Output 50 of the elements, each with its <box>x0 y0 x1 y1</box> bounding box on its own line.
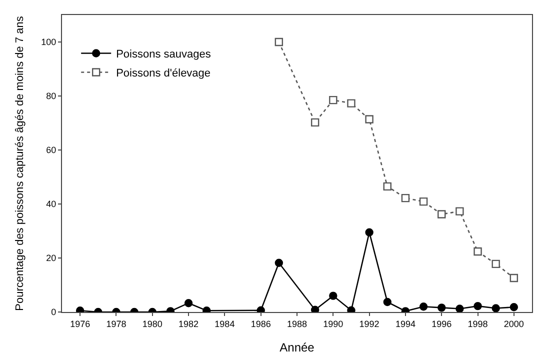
point <box>474 302 482 310</box>
point <box>456 207 464 216</box>
x-tick-label: 1988 <box>286 318 308 329</box>
y-tick-label: 40 <box>46 199 56 210</box>
y-tick-label: 60 <box>46 145 56 156</box>
point <box>256 306 265 312</box>
point <box>274 38 284 46</box>
legend-label: Poissons d'élevage <box>116 68 211 80</box>
point <box>347 306 356 312</box>
point <box>510 274 518 282</box>
x-tick-label: 1998 <box>468 318 488 329</box>
point <box>310 306 320 312</box>
x-tick-label: 2000 <box>504 318 524 329</box>
y-axis-title: Pourcentage des poissons capturés âgés de moins de 7 ans <box>14 16 26 311</box>
y-tick-label: 80 <box>46 91 56 102</box>
x-tick-label: 1992 <box>359 318 380 329</box>
x-tick-label: 1976 <box>70 318 90 329</box>
point <box>329 292 338 300</box>
x-tick-label: 1982 <box>178 318 199 329</box>
x-tick-label: 1984 <box>214 318 235 329</box>
point <box>383 182 392 191</box>
x-tick-label: 1978 <box>106 318 126 329</box>
y-tick-label: 100 <box>41 37 56 48</box>
point <box>310 118 320 127</box>
point <box>492 304 500 312</box>
x-tick-label: 1980 <box>142 318 162 329</box>
point <box>438 304 446 312</box>
y-tick-label: 0 <box>51 307 56 318</box>
point <box>329 96 338 104</box>
point <box>365 115 374 124</box>
x-tick-label: 1994 <box>395 318 416 329</box>
x-axis-title: Année <box>280 340 315 355</box>
point <box>401 194 410 202</box>
y-tick-label: 20 <box>46 253 56 264</box>
x-tick-label: 1990 <box>323 318 344 329</box>
point <box>492 260 500 268</box>
point <box>365 228 374 236</box>
point <box>184 298 193 308</box>
point <box>419 302 428 311</box>
x-tick-label: 1986 <box>250 318 271 329</box>
point <box>419 197 428 206</box>
point <box>510 303 518 312</box>
point <box>347 99 356 108</box>
point <box>456 304 464 312</box>
point <box>274 258 284 267</box>
point <box>383 298 392 306</box>
point <box>438 210 446 218</box>
legend-label: Poissons sauvages <box>116 48 212 61</box>
x-tick-label: 1996 <box>432 318 452 329</box>
point <box>474 247 482 256</box>
